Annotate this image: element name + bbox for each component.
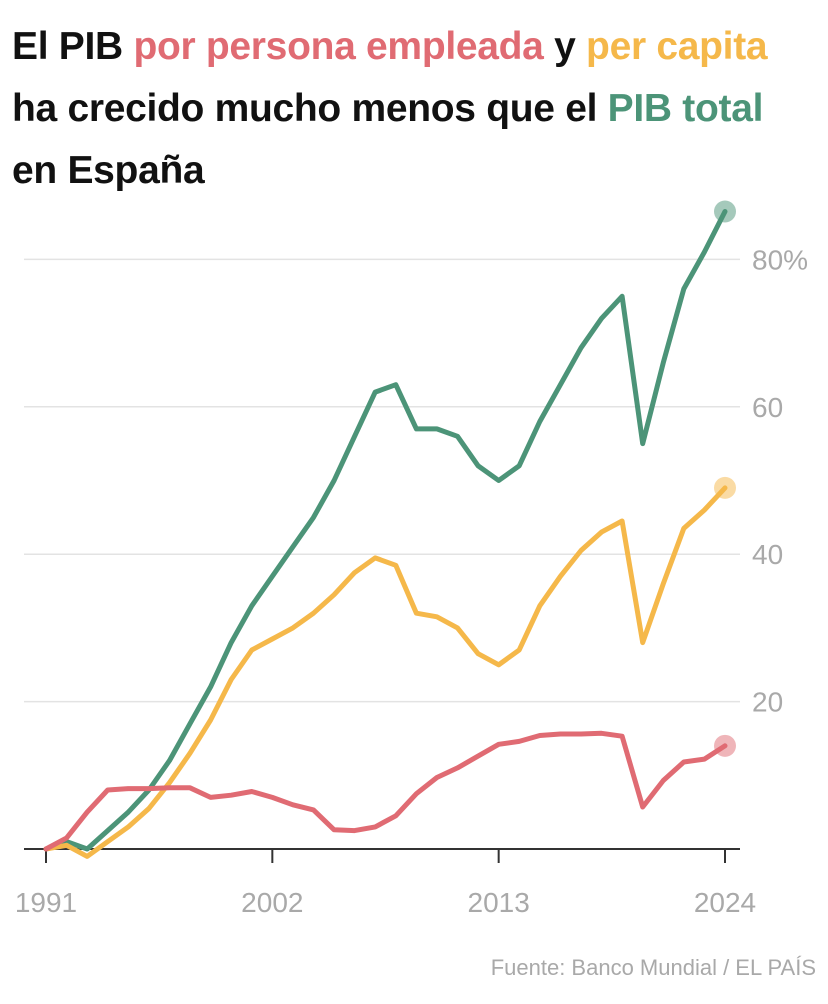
chart-title: El PIB por persona empleada y per capita… [12, 16, 812, 202]
title-highlight-per-employee: por persona empleada [133, 25, 544, 68]
title-part-1: El PIB [12, 25, 134, 68]
title-part-3: y [543, 25, 587, 68]
y-tick-label-60: 60 [752, 392, 783, 423]
series-end-marker-pib-por-persona-empleada [714, 734, 736, 757]
series-end-marker-pib-per-capita [714, 476, 736, 499]
series-line-pib-total [43, 209, 728, 852]
x-tick-label-2024: 2024 [694, 887, 756, 918]
title-highlight-per-capita: per capita [586, 25, 768, 68]
series-end-marker-pib-total [714, 200, 736, 223]
source-note: Fuente: Banco Mundial / EL PAÍS [490, 955, 816, 980]
x-tick-label-2002: 2002 [241, 887, 303, 918]
x-tick-label-2013: 2013 [468, 887, 530, 918]
series-line-pib-por-persona-empleada [43, 730, 728, 852]
y-tick-label-20: 20 [752, 687, 783, 718]
title-highlight-total: PIB total [607, 87, 764, 130]
x-tick-label-1991: 1991 [15, 887, 77, 918]
series-line-pib-per-capita [43, 485, 728, 859]
title-part-5: ha crecido mucho menos que el [12, 87, 608, 130]
y-tick-label-40: 40 [752, 539, 783, 570]
y-tick-label-80: 80% [752, 244, 808, 275]
title-part-7: en España [12, 149, 205, 192]
